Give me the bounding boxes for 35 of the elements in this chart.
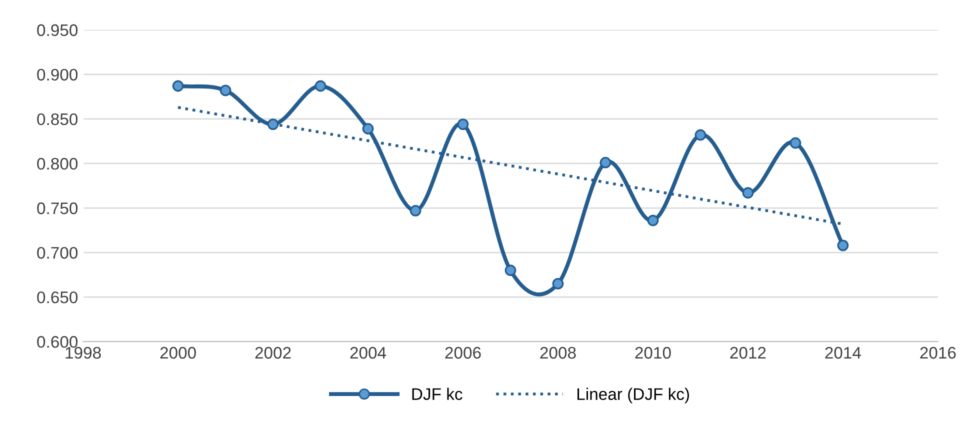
point bbox=[742, 187, 754, 199]
point bbox=[694, 129, 706, 141]
y-tick-label: 0.900 bbox=[37, 68, 78, 81]
point bbox=[552, 278, 564, 290]
y-tick-label: 0.700 bbox=[37, 246, 78, 259]
point bbox=[362, 123, 374, 134]
point bbox=[410, 204, 422, 216]
legend-label: DJF kc bbox=[412, 388, 462, 400]
y-tick-label: 0.600 bbox=[37, 336, 78, 348]
point bbox=[647, 214, 659, 226]
point bbox=[837, 240, 849, 252]
y-tick-label: 0.800 bbox=[37, 158, 78, 170]
y-tick-label: 0.650 bbox=[37, 291, 78, 304]
x-tick-label: 2016 bbox=[920, 346, 956, 359]
point bbox=[220, 84, 232, 96]
point bbox=[172, 80, 184, 92]
point bbox=[267, 118, 279, 130]
point bbox=[457, 118, 469, 130]
x-tick-label: 2006 bbox=[445, 346, 481, 359]
y-tick-label: 0.850 bbox=[37, 113, 78, 126]
x-tick-label: 2008 bbox=[540, 346, 576, 359]
point bbox=[314, 80, 326, 92]
x-tick-label: 1998 bbox=[66, 346, 101, 359]
x-tick-label: 2000 bbox=[160, 346, 196, 359]
point bbox=[600, 156, 612, 168]
legend-label: Linear (DJF kc) bbox=[577, 388, 689, 404]
x-tick-label: 2002 bbox=[255, 346, 291, 359]
y-tick-label: 0.950 bbox=[37, 24, 78, 36]
x-tick-label: 2010 bbox=[635, 346, 671, 359]
x-tick-label: 2014 bbox=[825, 346, 861, 359]
point bbox=[504, 264, 516, 276]
x-tick-label: 2012 bbox=[730, 346, 766, 359]
x-tick-label: 2004 bbox=[350, 346, 386, 359]
y-tick-label: 0.750 bbox=[37, 202, 78, 214]
point bbox=[790, 137, 802, 149]
